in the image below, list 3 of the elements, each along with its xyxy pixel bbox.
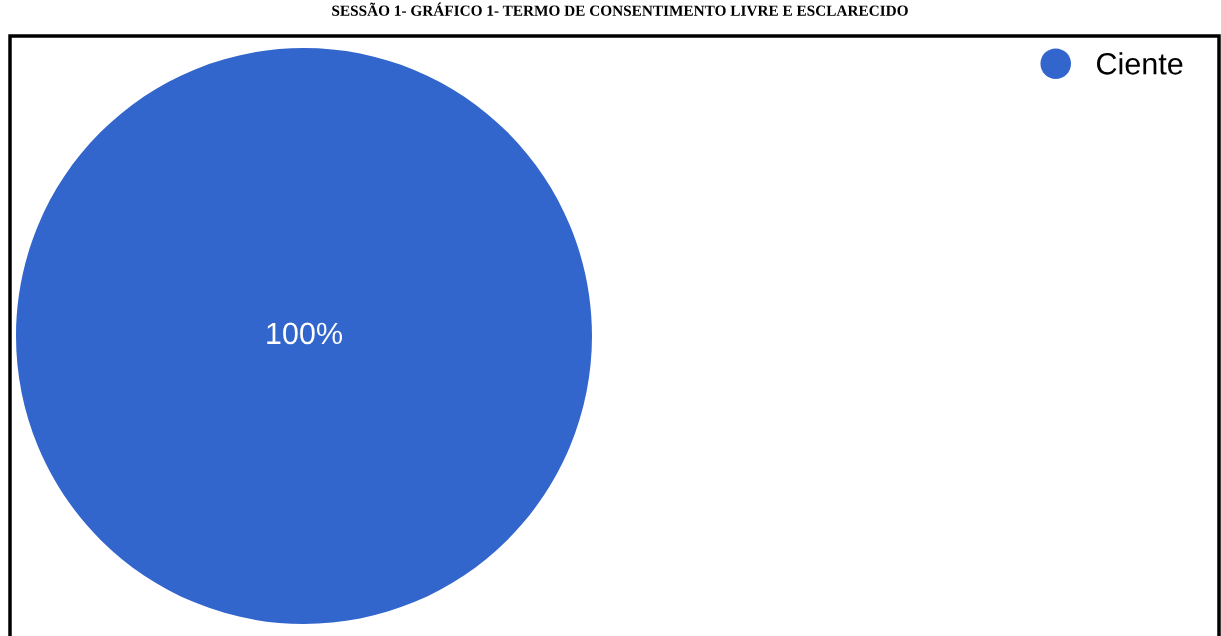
data-label: 100%: [267, 322, 342, 345]
chart-title: SESSÃO 1- GRÁFICO 1- TERMO DE CONSENTIMENTO LIVRE E ESCLARECIDO: [332, 2, 908, 16]
legend-label: Ciente: [1097, 52, 1183, 75]
